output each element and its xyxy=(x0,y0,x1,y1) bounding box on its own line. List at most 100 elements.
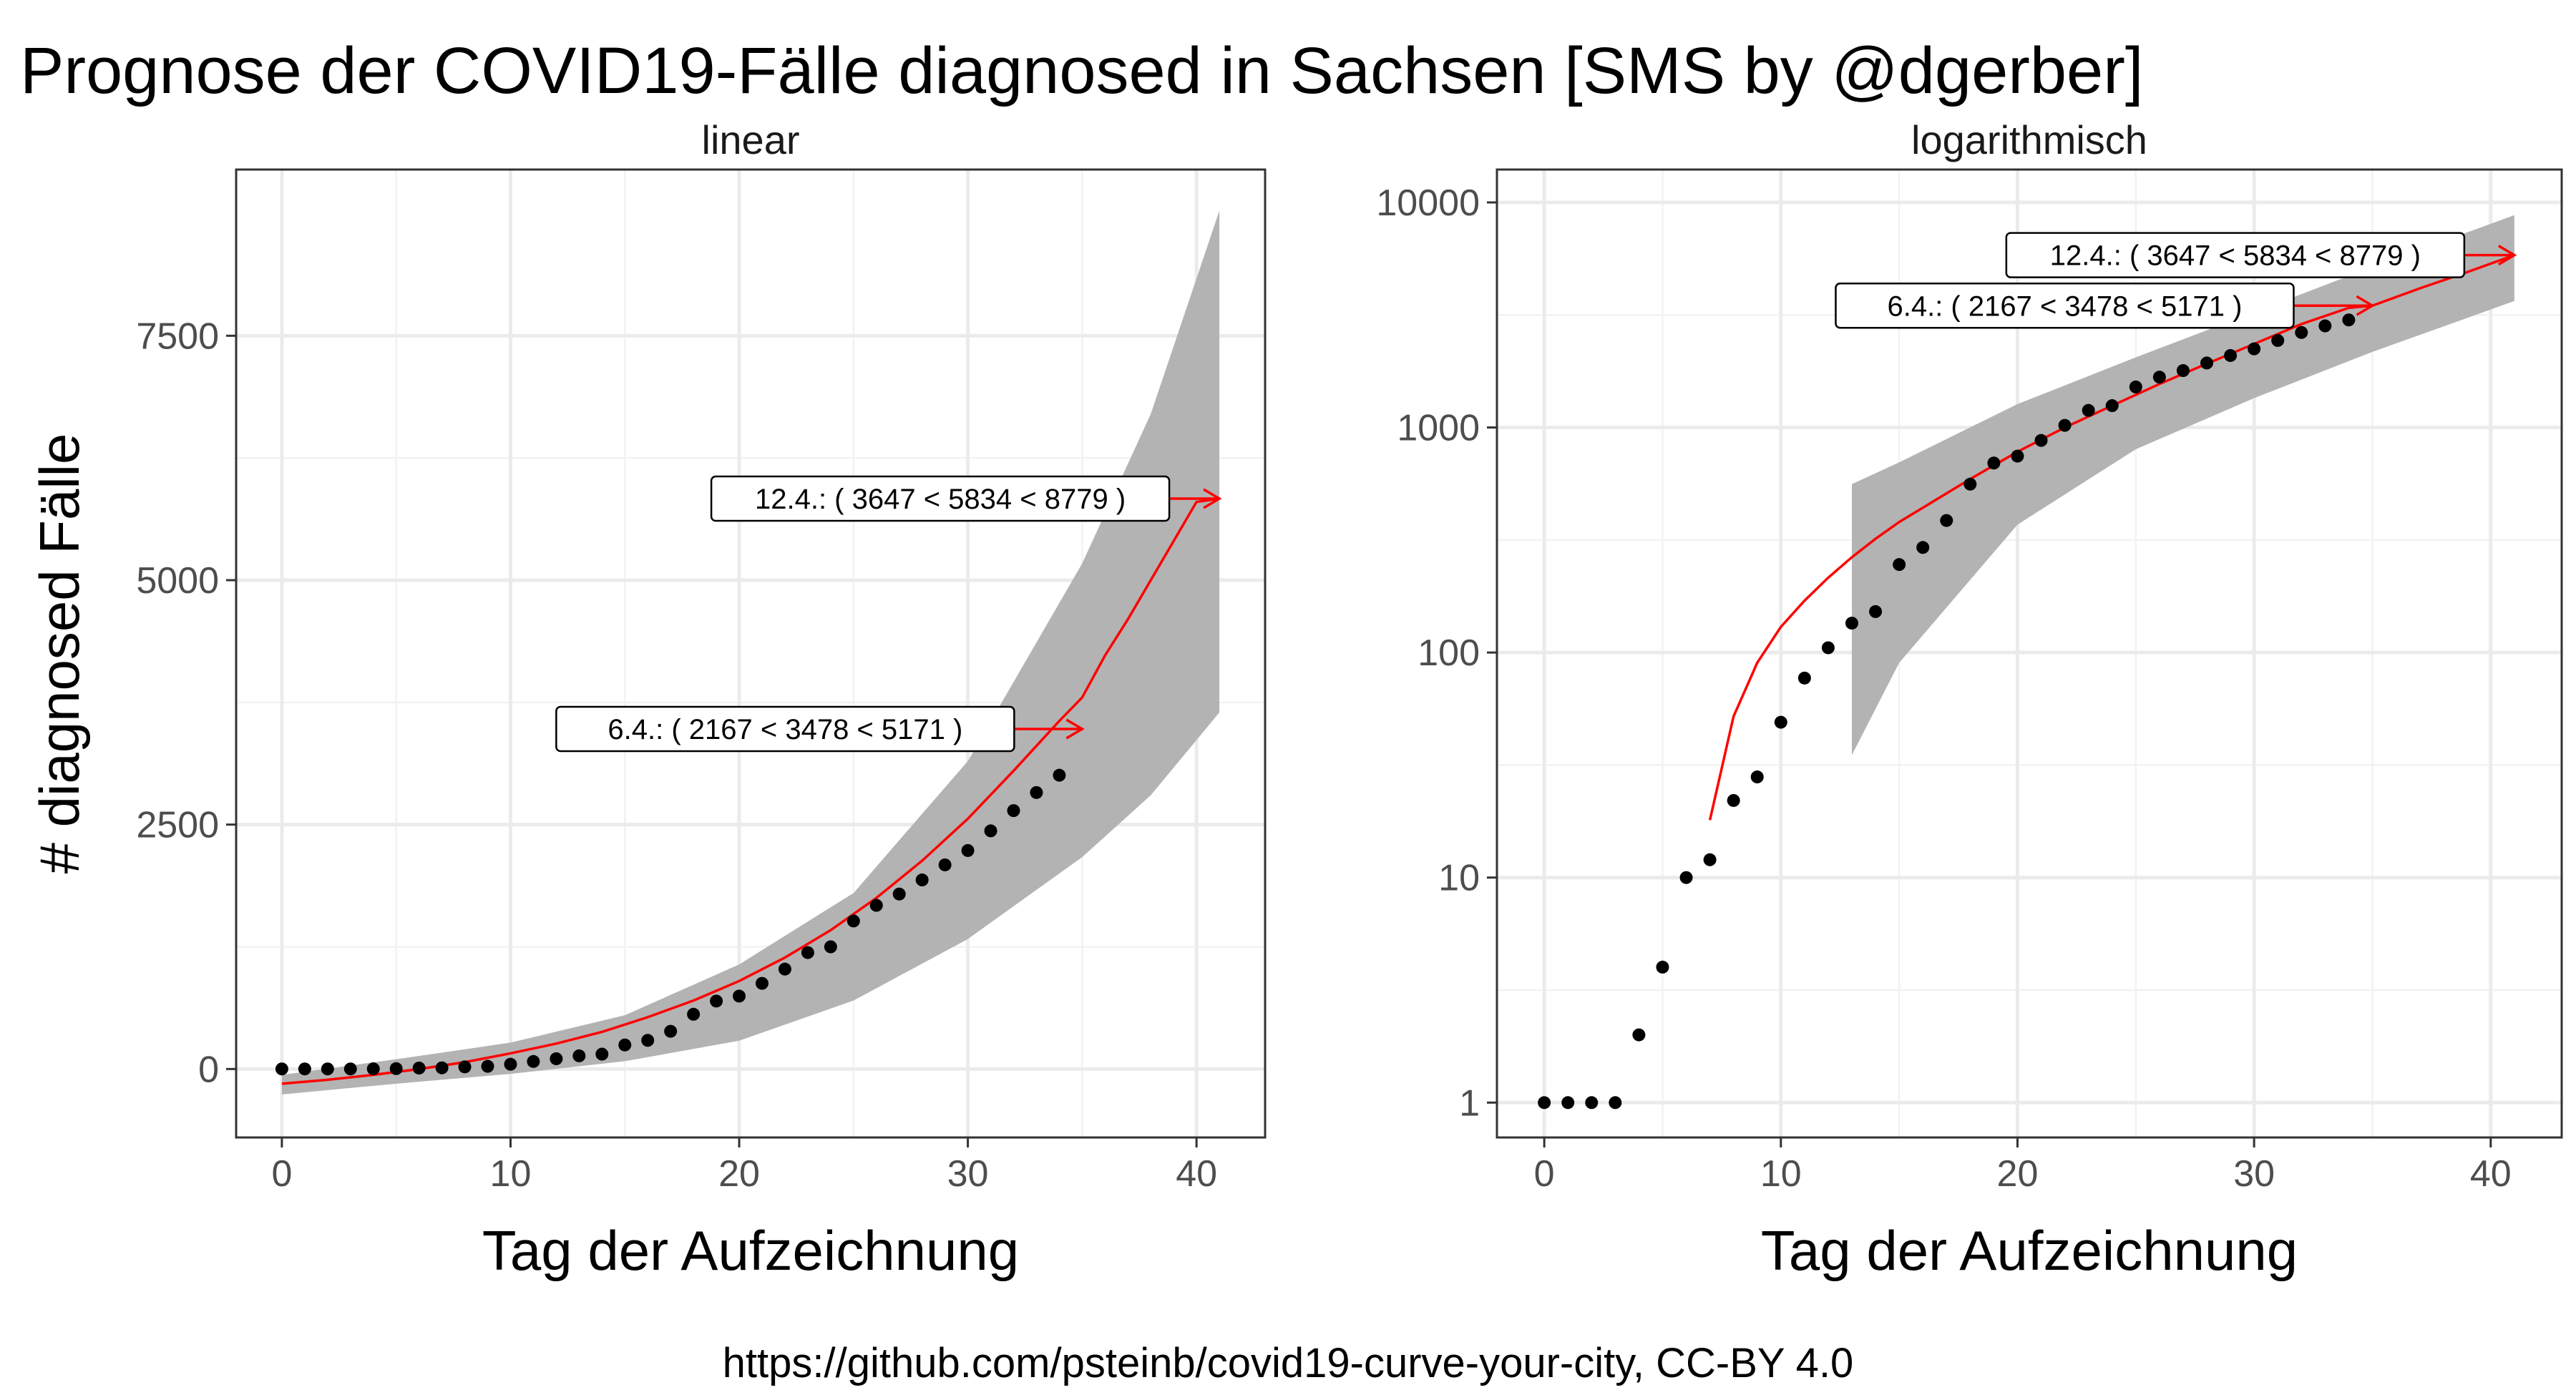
x-axis-title: Tag der Aufzeichnung xyxy=(1761,1219,2298,1282)
data-point xyxy=(664,1024,678,1038)
data-point xyxy=(595,1047,609,1061)
data-point xyxy=(435,1061,449,1075)
data-point xyxy=(504,1057,517,1071)
annotation-box xyxy=(710,475,1171,522)
data-point xyxy=(2295,326,2308,339)
data-point xyxy=(1869,604,1883,618)
data-point xyxy=(275,1062,288,1076)
y-axis-title: # diagnosed Fälle xyxy=(28,434,91,874)
data-point xyxy=(1585,1096,1599,1110)
data-point xyxy=(2342,313,2356,327)
data-point xyxy=(343,1062,357,1076)
y-tick-label: 5000 xyxy=(136,560,219,602)
y-tick-label: 1000 xyxy=(1397,408,1480,449)
data-point xyxy=(550,1052,563,1065)
data-point xyxy=(984,824,997,838)
panel-logarithmisch: logarithmisch 12.4.: ( 3647 < 5834 < 8779… xyxy=(1376,117,2563,1282)
x-tick-label: 20 xyxy=(1997,1153,2039,1195)
y-tick-label: 0 xyxy=(198,1049,219,1090)
data-point xyxy=(2318,319,2332,333)
annotation-label: 6.4.: ( 2167 < 3478 < 5171 ) xyxy=(608,714,962,745)
data-point xyxy=(1007,804,1020,818)
data-point xyxy=(1727,793,1740,807)
y-tick-label: 100 xyxy=(1418,632,1480,674)
data-point xyxy=(755,976,769,990)
data-point xyxy=(733,989,746,1003)
annotation-label: 12.4.: ( 3647 < 5834 < 8779 ) xyxy=(755,484,1126,515)
data-point xyxy=(1561,1096,1575,1110)
y-tick-label: 10000 xyxy=(1376,182,1480,224)
data-point xyxy=(2152,371,2166,384)
x-tick-label: 10 xyxy=(1760,1153,1802,1195)
data-point xyxy=(2176,364,2190,378)
data-point xyxy=(1703,853,1717,866)
data-point xyxy=(2271,333,2285,347)
data-point xyxy=(710,994,723,1008)
figure-title: Prognose der COVID19-Fälle diagnosed in … xyxy=(20,34,2143,107)
annotation-box xyxy=(2005,232,2466,278)
x-tick-label: 40 xyxy=(1176,1153,1217,1195)
data-point xyxy=(1916,541,1930,554)
data-point xyxy=(1053,768,1066,782)
x-tick-label: 30 xyxy=(2233,1153,2275,1195)
data-point xyxy=(892,887,906,901)
data-point xyxy=(1030,785,1043,799)
annotation-box xyxy=(1835,283,2295,329)
data-point xyxy=(618,1038,632,1052)
annotation-arrowhead xyxy=(1065,718,1085,740)
panel-title: linear xyxy=(702,117,800,162)
data-point xyxy=(1963,477,1977,491)
data-point xyxy=(2105,399,2119,413)
annotation-arrowhead xyxy=(2356,295,2375,316)
data-point xyxy=(321,1062,334,1076)
prediction-ribbon xyxy=(1852,215,2514,755)
data-point xyxy=(412,1061,426,1075)
data-point xyxy=(2058,418,2072,432)
data-point xyxy=(481,1059,494,1073)
data-point xyxy=(915,873,929,887)
panel-border xyxy=(235,168,1267,1139)
data-point xyxy=(572,1049,586,1062)
y-tick-label: 7500 xyxy=(136,315,219,357)
data-point xyxy=(1632,1028,1646,1042)
data-point xyxy=(824,940,837,954)
annotation-arrowhead xyxy=(1203,488,1222,509)
data-point xyxy=(2200,356,2213,370)
data-point xyxy=(961,843,975,857)
x-tick-label: 10 xyxy=(490,1153,532,1195)
x-tick-label: 0 xyxy=(271,1153,292,1195)
data-point xyxy=(298,1062,311,1076)
data-point xyxy=(1845,617,1858,630)
data-point xyxy=(1750,770,1764,784)
data-point xyxy=(527,1054,540,1068)
data-point xyxy=(869,899,883,912)
data-point xyxy=(778,962,791,976)
prediction-ribbon xyxy=(281,210,1220,1095)
annotation-box xyxy=(555,705,1015,753)
data-point xyxy=(2248,342,2261,356)
panel-title: logarithmisch xyxy=(1911,117,2147,162)
data-point xyxy=(2082,403,2095,417)
x-tick-label: 40 xyxy=(2470,1153,2512,1195)
data-point xyxy=(1893,558,1906,572)
y-tick-label: 10 xyxy=(1438,858,1480,899)
data-point xyxy=(847,914,860,928)
x-tick-label: 30 xyxy=(947,1153,989,1195)
data-point xyxy=(938,858,952,871)
data-point xyxy=(2011,449,2024,463)
annotation-arrowhead xyxy=(2497,245,2517,266)
data-point xyxy=(2129,380,2142,393)
data-point xyxy=(801,946,814,959)
data-point xyxy=(1656,960,1669,974)
x-axis-title: Tag der Aufzeichnung xyxy=(482,1219,1019,1282)
annotation-label: 6.4.: ( 2167 < 3478 < 5171 ) xyxy=(1887,290,2242,322)
data-point xyxy=(1774,715,1787,729)
data-point xyxy=(687,1007,701,1021)
panel-linear: linear 12.4.: ( 3647 < 5834 < 8779 ) 6.4.:… xyxy=(28,117,1267,1282)
y-tick-label: 1 xyxy=(1459,1082,1480,1124)
data-point xyxy=(1609,1096,1622,1110)
data-point xyxy=(2034,434,2048,447)
data-point xyxy=(389,1062,403,1075)
data-point xyxy=(2224,348,2238,362)
